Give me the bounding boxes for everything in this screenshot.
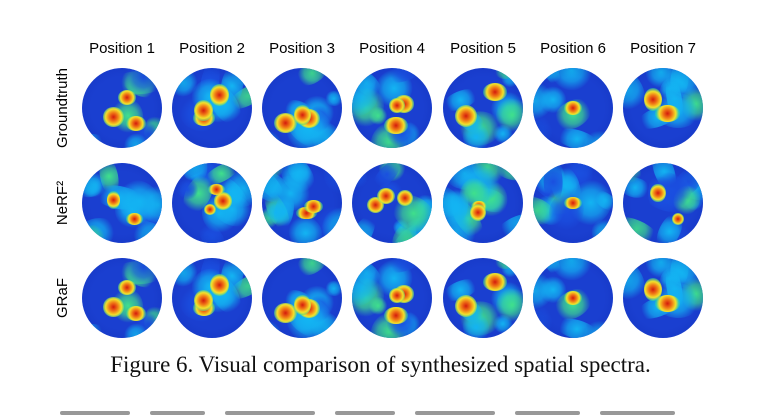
column-header-3: Position 3 — [269, 40, 335, 57]
spectrum-heatmap — [443, 258, 523, 338]
spectrum-heatmap — [533, 68, 613, 148]
column-header-6: Position 6 — [540, 40, 606, 57]
spectrum-heatmap — [262, 68, 342, 148]
spectrum-heatmap — [262, 258, 342, 338]
row-label-3: GRaF — [54, 278, 71, 319]
spectrum-heatmap — [262, 163, 342, 243]
spectrum-heatmap — [443, 163, 523, 243]
column-header-7: Position 7 — [630, 40, 696, 57]
spectrum-heatmap — [172, 163, 252, 243]
spectrum-heatmap — [623, 258, 703, 338]
column-header-1: Position 1 — [89, 40, 155, 57]
spectrum-heatmap — [533, 163, 613, 243]
spectrum-heatmap — [352, 163, 432, 243]
column-header-4: Position 4 — [359, 40, 425, 57]
spectrum-heatmap — [82, 163, 162, 243]
figure-caption: Figure 6. Visual comparison of synthesiz… — [110, 352, 651, 377]
column-header-5: Position 5 — [450, 40, 516, 57]
spectrum-heatmap — [172, 68, 252, 148]
spectrum-heatmap — [172, 258, 252, 338]
spectrum-heatmap — [533, 258, 613, 338]
spectrum-heatmap — [352, 68, 432, 148]
spectrum-heatmap — [352, 258, 432, 338]
spectrum-heatmap — [82, 68, 162, 148]
spectrum-heatmap — [623, 163, 703, 243]
spectrum-heatmap — [623, 68, 703, 148]
cropped-body-text — [60, 402, 700, 416]
spectrum-heatmap — [443, 68, 523, 148]
column-header-2: Position 2 — [179, 40, 245, 57]
spectrum-heatmap — [82, 258, 162, 338]
